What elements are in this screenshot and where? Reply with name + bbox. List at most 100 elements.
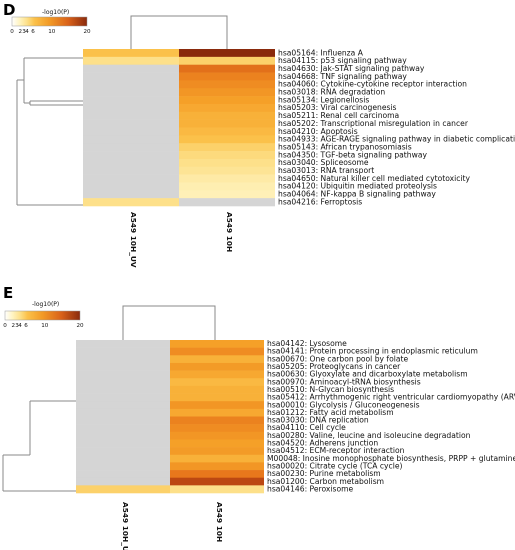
heatmap-cell [76,340,170,348]
row-label: hsa00020: Citrate cycle (TCA cycle) [267,461,403,470]
heatmap-cell [83,64,179,73]
heatmap-cell [170,477,264,486]
legend-tick-label: 3 [15,323,19,329]
row-dendrogram-e [2,400,76,492]
row-label: hsa03018: RNA degradation [278,88,385,97]
heatmap-cell [179,119,275,128]
heatmap-cell [83,198,179,207]
heatmap-cell [179,174,275,183]
heatmap-cell [170,401,264,410]
row-label: M00048: Inosine monophosphate biosynthes… [267,454,515,463]
heatmap-cell [76,370,170,379]
heatmap-cell [179,96,275,105]
heatmap-cell [83,151,179,160]
heatmap-cell [179,151,275,160]
heatmap-cell [170,416,264,425]
heatmap-cell [83,135,179,144]
heatmap-cell [179,127,275,136]
row-label: hsa05412: Arrhythmogenic right ventricul… [267,393,515,402]
column-label: A549 10H_UV [121,502,130,550]
row-label: hsa04141: Protein processing in endoplas… [267,347,478,356]
row-label: hsa00630: Glyoxylate and dicarboxylate m… [267,370,468,379]
heatmap-cell [170,439,264,448]
legend-colorbar-e [4,310,81,321]
column-label: A549 10H_UV [129,212,138,268]
row-label: hsa04120: Ubiquitin mediated proteolysis [278,182,437,191]
heatmap-cell [179,198,275,207]
row-label: hsa03013: RNA transport [278,166,374,175]
panel-letter-d: D [3,1,15,19]
heatmap-cell [76,462,170,471]
heatmap-cell [170,447,264,456]
row-label: hsa00670: One carbon pool by folate [267,354,408,363]
legend-colorbar-d [11,16,88,27]
heatmap-cell [179,56,275,65]
row-label: hsa03030: DNA replication [267,416,369,425]
row-label: hsa04512: ECM-receptor interaction [267,446,405,455]
heatmap-cell [83,190,179,199]
heatmap-cell [170,408,264,417]
heatmap-cell [76,378,170,387]
heatmap-cell [170,470,264,478]
heatmap-cell [170,424,264,433]
heatmap-cell [179,88,275,97]
heatmap-cell [76,347,170,356]
row-label: hsa04933: AGE-RAGE signaling pathway in … [278,135,515,144]
column-label: A549 10H [225,212,234,252]
heatmap-cell [179,72,275,81]
heatmap-cell [76,477,170,486]
heatmap-cell [179,135,275,144]
heatmap-cell [179,80,275,89]
heatmap-cell [170,385,264,394]
heatmap-cell [76,408,170,417]
legend-tick-label: 4 [18,323,22,329]
column-labels-e: A549 10H_UV A549 10H [121,502,224,550]
heatmap-cell [76,362,170,371]
heatmap-cell [170,431,264,440]
heatmap-cell [76,470,170,478]
heatmap-cell [83,88,179,97]
row-label: hsa04110: Cell cycle [267,423,346,432]
panel-e: E -log10(P) 0 2 3 4 6 10 20 hsa04142: Lysosome… [2,284,515,550]
legend-tick-label: 0 [3,323,7,329]
heatmap-cell [76,401,170,410]
heatmap-cell [76,439,170,448]
legend-ticks-e: 0 2 3 4 6 10 20 [3,323,84,329]
row-label: hsa04060: Cytokine-cytokine receptor int… [278,80,467,89]
heatmap-cell [83,127,179,136]
row-label: hsa01212: Fatty acid metabolism [267,408,394,417]
heatmap-cell [76,385,170,394]
heatmap-cell [170,355,264,364]
legend-d: -log10(P) 0 2 3 4 6 10 20 [10,9,91,35]
heatmap-cells-e [76,340,264,494]
heatmap-cell [179,158,275,168]
row-label: hsa04520: Adherens junction [267,439,378,448]
row-label: hsa00230: Purine metabolism [267,469,381,478]
legend-tick-label: 4 [25,29,29,35]
heatmap-cell [179,190,275,199]
row-label: hsa04142: Lysosome [267,339,347,348]
row-label: hsa05205: Proteoglycans in cancer [267,362,401,371]
legend-tick-label: 6 [24,323,28,329]
row-label: hsa00510: N-Glycan biosynthesis [267,385,394,394]
legend-title-e: -log10(P) [32,301,59,308]
row-label: hsa04146: Peroxisome [267,484,354,493]
heatmap-cell [170,362,264,371]
row-dendrogram-d [16,57,83,206]
heatmap-cell [83,56,179,65]
heatmap-cell [83,96,179,105]
legend-tick-label: 10 [48,29,56,35]
column-labels-d: A549 10H_UV A549 10H [129,212,234,268]
column-dendrogram-d [130,15,228,49]
heatmap-cell [76,355,170,364]
panel-d: D -log10(P) 0 2 3 4 6 10 20 hsa05164: Influenz… [3,1,515,268]
row-label: hsa01200: Carbon metabolism [267,477,384,486]
heatmap-cell [76,416,170,425]
row-label: hsa00970: Aminoacyl-tRNA biosynthesis [267,377,421,386]
heatmap-cell [83,80,179,89]
heatmap-cells-d [83,49,275,207]
heatmap-cell [179,143,275,152]
heatmap-cell [76,393,170,402]
heatmap-cell [83,143,179,152]
